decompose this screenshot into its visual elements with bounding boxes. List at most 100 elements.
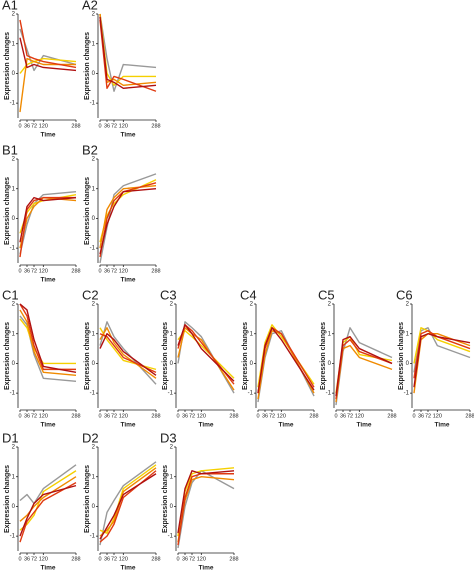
x-tick-label: 36 (24, 413, 30, 419)
y-tick-label: 0 (12, 71, 16, 77)
series-line (99, 185, 157, 249)
series-line (99, 19, 157, 92)
y-tick-label: 1 (92, 186, 96, 192)
y-tick-label: -1 (10, 101, 16, 107)
x-tick-label: 120 (39, 413, 48, 419)
x-tick-label: 0 (176, 413, 179, 419)
x-tick-label: 288 (71, 123, 80, 129)
y-tick-label: 0 (250, 361, 254, 367)
x-axis-label: Time (40, 277, 55, 284)
panel-label: D1 (2, 430, 19, 445)
series-line (19, 303, 76, 371)
series-line (19, 476, 77, 522)
y-tick-label: -1 (10, 391, 16, 397)
series-line (257, 327, 315, 394)
y-tick-label: -1 (168, 534, 174, 540)
x-tick-label: 36 (104, 123, 110, 129)
x-axis-label: Time (120, 565, 135, 572)
x-tick-label: 0 (98, 413, 101, 419)
series-line (99, 13, 157, 92)
y-axis-label: Expression changes (84, 32, 91, 100)
y-tick-label: 0 (92, 71, 96, 77)
panel-label: D2 (82, 430, 99, 445)
y-tick-label: 0 (12, 216, 16, 222)
x-tick-label: 120 (119, 268, 128, 274)
series-line (177, 324, 235, 385)
x-tick-label: 36 (182, 413, 188, 419)
series-line (99, 16, 157, 89)
y-tick-label: 0 (92, 216, 96, 222)
series-line (19, 190, 77, 255)
y-axis-label: Expression changes (242, 322, 249, 390)
x-axis-label: Time (120, 422, 135, 429)
y-tick-label: 1 (12, 331, 16, 337)
y-tick-label: 1 (12, 474, 16, 480)
x-tick-label: 288 (71, 413, 80, 419)
y-axis-label: Expression changes (4, 465, 11, 533)
x-axis-label: Time (356, 422, 371, 429)
x-tick-label: 0 (18, 268, 21, 274)
y-tick-label: 2 (170, 445, 174, 451)
x-tick-label: 72 (111, 123, 117, 129)
x-tick-label: 36 (24, 123, 30, 129)
x-tick-label: 36 (262, 413, 268, 419)
series-line (99, 470, 157, 543)
y-axis-label: Expression changes (4, 32, 11, 100)
y-tick-label: 2 (12, 12, 16, 18)
x-tick-label: 0 (18, 413, 21, 419)
y-tick-label: 2 (92, 445, 96, 451)
y-tick-label: -1 (168, 391, 174, 397)
y-tick-label: 1 (170, 331, 174, 337)
panel-label: C3 (160, 287, 177, 302)
x-tick-label: 72 (425, 413, 431, 419)
series-line (177, 470, 235, 549)
y-tick-label: 2 (12, 445, 16, 451)
x-tick-label: 120 (119, 123, 128, 129)
y-tick-label: -1 (10, 246, 16, 252)
y-tick-label: 0 (92, 361, 96, 367)
y-tick-label: 0 (406, 361, 410, 367)
series-line (19, 482, 77, 543)
x-tick-label: 36 (104, 556, 110, 562)
y-tick-label: -1 (10, 534, 16, 540)
x-tick-label: 0 (98, 556, 101, 562)
x-tick-label: 72 (111, 268, 117, 274)
panel-label: C5 (318, 287, 335, 302)
x-tick-label: 288 (465, 413, 474, 419)
x-tick-label: 288 (309, 413, 318, 419)
series-line (19, 303, 77, 374)
x-tick-label: 288 (229, 556, 238, 562)
series-line (19, 309, 77, 377)
y-axis-label: Expression changes (398, 322, 405, 390)
series-line (99, 473, 157, 540)
y-tick-label: 1 (92, 474, 96, 480)
y-axis-label: Expression changes (4, 322, 11, 390)
y-axis-label: Expression changes (4, 177, 11, 245)
x-tick-label: 120 (197, 413, 206, 419)
y-tick-label: 2 (12, 157, 16, 163)
x-axis-label: Time (120, 132, 135, 139)
x-tick-label: 120 (39, 556, 48, 562)
y-axis-label: Expression changes (162, 322, 169, 390)
panel-label: C1 (2, 287, 19, 302)
x-tick-label: 0 (98, 123, 101, 129)
x-tick-label: 120 (355, 413, 364, 419)
series-line (99, 333, 157, 373)
y-tick-label: 1 (92, 331, 96, 337)
x-tick-label: 288 (229, 413, 238, 419)
x-tick-label: 0 (18, 123, 21, 129)
y-tick-label: 1 (250, 331, 254, 337)
y-axis-label: Expression changes (320, 322, 327, 390)
series-line (99, 461, 157, 546)
series-line (413, 333, 471, 388)
y-tick-label: 2 (12, 302, 16, 308)
x-tick-label: 288 (387, 413, 396, 419)
